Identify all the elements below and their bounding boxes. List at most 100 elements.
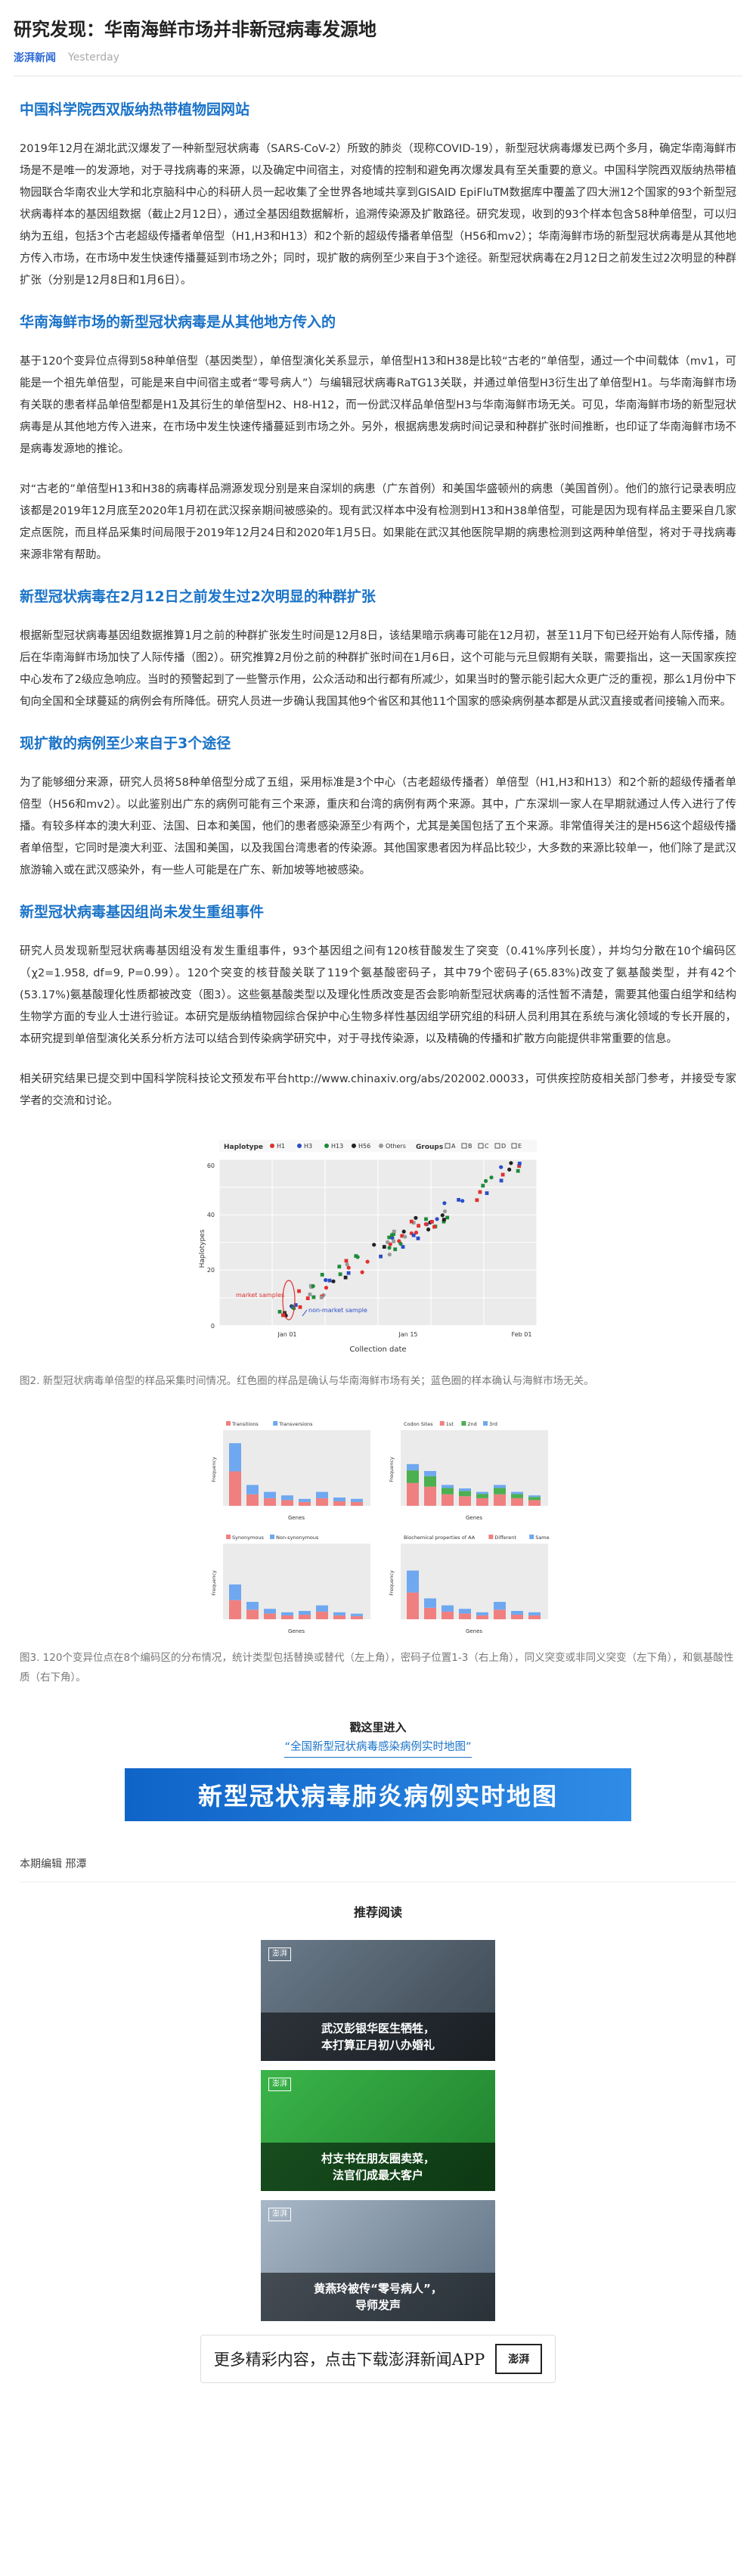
bar-segment [407,1463,419,1471]
sample-point [424,1217,428,1221]
bar-segment [476,1497,488,1506]
sample-point [417,1224,420,1228]
recommend-title: 推荐阅读 [353,1905,402,1920]
sample-point [387,1252,392,1257]
panel-x-label: Genes [288,1515,305,1521]
sample-point [423,1222,428,1227]
bar-segment [528,1500,541,1506]
bar-segment [407,1482,419,1506]
sample-point [311,1283,315,1289]
sample-point [355,1255,360,1259]
recommend-item[interactable]: 澎湃 村支书在朋友圈卖菜， 法官们成最大客户 [261,2070,495,2191]
legend-marker [379,1144,383,1148]
recommend-item[interactable]: 澎湃 黄燕玲被传“零号病人”， 导师发声 [261,2200,495,2321]
map-banner[interactable]: 新型冠状病毒肺炎病例实时地图 [125,1768,631,1821]
figure-2-caption: 图2. 新型冠状病毒单倍型的样品采集时间情况。红色圈的样品是确认与华南海鲜市场有… [20,1375,594,1387]
sample-point [337,1265,342,1269]
bar-segment [459,1491,471,1497]
panel-legend-label: Different [494,1535,516,1541]
x-axis-label: Collection date [349,1345,406,1354]
recommend-line-2: 本打算正月初八办婚礼 [321,2038,435,2052]
source-link[interactable]: 澎湃新闻 [14,52,56,64]
sample-point [390,1233,394,1237]
sample-point [293,1303,298,1307]
sample-point [426,1227,431,1232]
sample-point [387,1235,392,1240]
figure-3-panel: Transitions Transversions Frequency Genes [211,1421,370,1521]
sample-point [517,1162,522,1165]
sample-point [346,1271,351,1275]
article-header: 研究发现：华南海鲜市场并非新冠病毒发源地 澎湃新闻 Yesterday [0,0,756,76]
article-body: 中国科学院西双版纳热带植物园网站 2019年12月在湖北武汉爆发了一种新型冠状病… [0,99,756,1821]
sample-point [338,1272,342,1277]
figure-3-panel: Codon Sites 1st 2nd 3rd Frequency Genes [389,1421,548,1521]
sample-point [311,1295,316,1299]
legend-groups-title: Groups [416,1144,443,1151]
panel-legend-label: 1st [446,1421,454,1427]
bar-segment [528,1612,541,1615]
sample-point [409,1219,414,1224]
bar-segment [459,1488,471,1491]
bar-segment [407,1592,419,1619]
sample-point [489,1175,494,1180]
paragraph-7: 相关研究结果已提交到中国科学院科技论文预发布平台http://www.china… [20,1073,736,1107]
sample-point [388,1242,392,1246]
group-marker [511,1143,517,1149]
group-label: C [485,1143,489,1150]
legend-marker [297,1144,302,1148]
panel-legend-label: Transitions [231,1421,259,1427]
bar-segment [246,1485,259,1494]
panel-legend-title: Codon Sites [404,1421,433,1427]
map-link[interactable]: “全国新型冠状病毒感染病例实时地图” [284,1737,472,1758]
panel-legend-swatch [273,1421,278,1426]
recommend-item[interactable]: 澎湃 武汉彭银华医生牺牲， 本打算正月初八办婚礼 [261,1940,495,2061]
sample-point [277,1310,282,1314]
bar-segment [281,1500,293,1506]
panel-legend-swatch [529,1535,534,1539]
sample-point [400,1234,404,1238]
sample-point [398,1241,403,1246]
panel-legend-label: Same [535,1535,549,1541]
market-sample-label: market samples [236,1292,284,1299]
legend-marker [352,1144,356,1148]
sample-point [516,1169,520,1173]
recommend-line-2: 导师发声 [355,2298,401,2312]
bar-segment [351,1613,363,1616]
bar-segment [316,1497,328,1506]
sample-point [430,1220,434,1224]
sample-point [379,1254,383,1259]
group-label: B [468,1143,472,1150]
legend-haplotype-title: Haplotype [224,1144,263,1151]
bar-segment [281,1612,293,1615]
recommend-line-1: 黄燕玲被传“零号病人”， [314,2282,442,2295]
market-sample-ellipse [282,1280,296,1321]
sample-point [320,1273,324,1277]
x-tick-label: Jan 15 [398,1331,417,1338]
figure-3-panel: Synonymous Non-synonymous Frequency Genes [211,1535,370,1634]
bar-segment [281,1495,293,1501]
bar-segment [511,1494,523,1498]
sample-point [475,1198,479,1203]
sample-point [343,1275,348,1280]
bar-segment [316,1491,328,1498]
download-app-banner[interactable]: 更多精彩内容，点击下载澎湃新闻APP 澎湃 [200,2335,556,2383]
sample-point [478,1190,482,1194]
x-tick-label: Feb 01 [512,1331,532,1338]
article-meta: 澎湃新闻 Yesterday [14,50,742,65]
bar-segment [459,1613,471,1619]
bar-segment [442,1611,454,1619]
bar-segment [351,1616,363,1619]
bar-segment [299,1501,311,1506]
section-heading-1: 华南海鲜市场的新型冠状病毒是从其他地方传入的 [20,314,336,331]
sample-point [401,1229,406,1234]
group-label: E [518,1143,522,1150]
sample-point [324,1286,329,1290]
legend-label: H3 [304,1143,312,1150]
sample-point [297,1289,301,1293]
sample-point [517,1164,521,1169]
sample-point [401,1245,405,1249]
section-heading-2: 新型冠状病毒在2月12日之前发生过2次明显的种群扩张 [20,588,376,605]
panel-legend-label: Synonymous [232,1535,264,1541]
recommend-label: 村支书在朋友圈卖菜， 法官们成最大客户 [261,2143,495,2191]
recommended-reading: 推荐阅读 澎湃 武汉彭银华医生牺牲， 本打算正月初八办婚礼 澎湃 村支书在朋友圈… [0,1902,756,2383]
